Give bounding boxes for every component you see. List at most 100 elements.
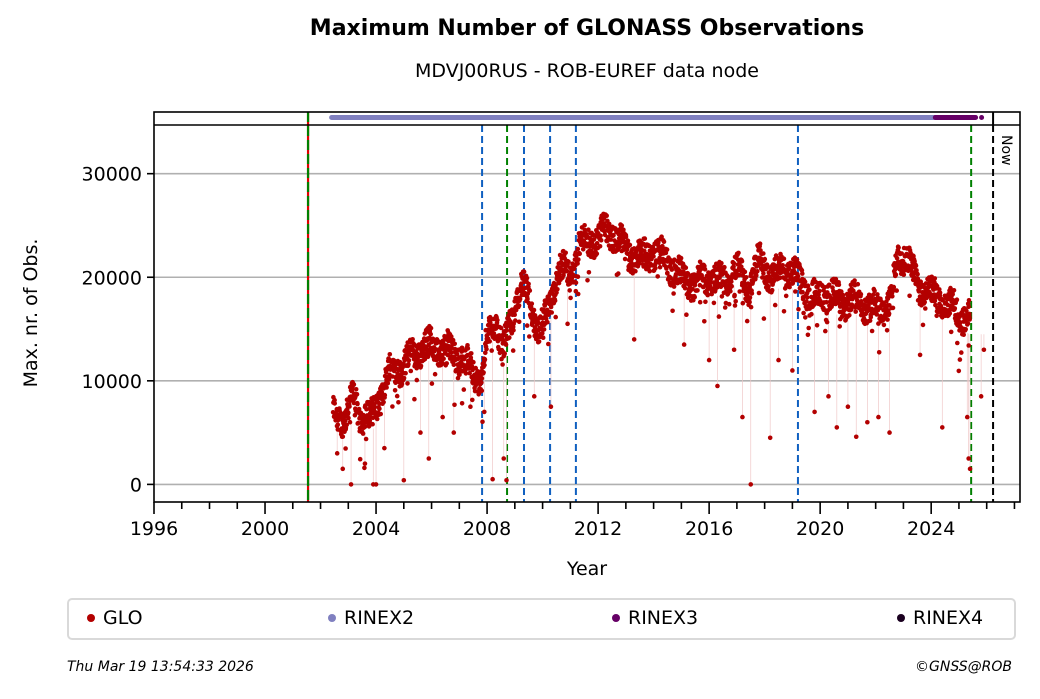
data-point (468, 404, 473, 410)
data-point (465, 346, 471, 351)
data-point (872, 288, 877, 294)
data-point (823, 328, 828, 334)
data-point (553, 283, 558, 288)
data-point (824, 319, 830, 325)
data-point (783, 293, 789, 299)
data-point (762, 256, 768, 262)
data-point (699, 273, 704, 278)
data-point (347, 404, 352, 409)
data-point (502, 351, 508, 356)
data-point (947, 311, 953, 316)
data-point (566, 259, 571, 265)
copyright: ©GNSS@ROB (915, 659, 1012, 675)
data-point (673, 272, 679, 277)
data-point (747, 295, 753, 300)
data-point (617, 244, 623, 250)
data-point (805, 332, 811, 338)
now-label: Now (998, 135, 1014, 166)
data-point (334, 451, 340, 456)
data-point (678, 255, 684, 261)
data-point (766, 284, 771, 289)
legend-item-rinex4: RINEX4 (897, 607, 983, 629)
data-point (428, 331, 434, 337)
data-point (401, 477, 407, 483)
data-point (657, 264, 663, 270)
data-point (954, 297, 960, 303)
data-point (406, 362, 411, 367)
data-point (702, 319, 707, 324)
data-point (812, 409, 817, 415)
data-point (703, 299, 708, 305)
data-point (575, 274, 581, 280)
data-point (805, 295, 810, 300)
data-point (495, 317, 500, 323)
data-point (851, 288, 856, 294)
data-point (742, 269, 748, 275)
data-point (793, 289, 798, 294)
data-point (428, 325, 434, 331)
data-point (729, 283, 734, 289)
format-point (979, 115, 985, 120)
data-point (517, 296, 523, 302)
data-point (719, 260, 724, 266)
data-point (573, 280, 579, 286)
data-point (653, 265, 658, 271)
data-point (510, 348, 516, 353)
data-point (737, 289, 742, 294)
data-point (937, 290, 943, 296)
chart-subtitle: MDVJ00RUS - ROB-EUREF data node (415, 60, 759, 82)
data-point (959, 350, 964, 355)
legend-item-rinex3: RINEX3 (612, 607, 698, 629)
data-point (800, 289, 805, 295)
data-point (913, 263, 919, 269)
data-point (516, 303, 522, 308)
data-point (966, 343, 971, 348)
data-point (483, 350, 488, 356)
data-point (611, 232, 616, 238)
data-point (394, 393, 400, 399)
data-point (891, 284, 897, 290)
data-point (482, 357, 488, 362)
data-point (748, 482, 754, 487)
data-point (697, 299, 703, 305)
data-point (511, 328, 516, 333)
data-point (728, 289, 733, 294)
data-point (532, 313, 538, 318)
data-point (531, 307, 537, 313)
data-point (598, 233, 603, 239)
data-point (480, 419, 485, 425)
data-point (923, 306, 928, 311)
data-point (655, 274, 660, 279)
data-point (344, 422, 350, 428)
x-tick-label: 2012 (574, 518, 622, 540)
data-point (353, 387, 359, 392)
data-point (524, 275, 530, 281)
data-point (978, 394, 984, 399)
data-point (451, 430, 457, 435)
data-point (757, 241, 763, 246)
data-point (740, 414, 745, 420)
data-point (780, 263, 785, 268)
data-point (804, 299, 809, 304)
x-tick-label: 2020 (796, 518, 844, 540)
legend-label: RINEX2 (344, 607, 415, 629)
data-point (355, 401, 360, 407)
y-axis-label: Max. nr. of Obs. (20, 239, 42, 388)
data-point (748, 304, 754, 310)
data-point (482, 409, 487, 415)
data-point (967, 466, 973, 472)
data-point (830, 285, 835, 290)
data-point (535, 319, 541, 325)
data-point (939, 425, 945, 430)
data-point (740, 300, 746, 306)
data-point (736, 250, 741, 256)
data-point (392, 388, 398, 393)
data-point (781, 256, 787, 262)
legend: GLO RINEX2 RINEX3 RINEX4 (67, 598, 1016, 640)
data-point (796, 307, 801, 312)
data-point (661, 239, 667, 244)
data-point (553, 314, 558, 320)
data-point (642, 248, 647, 254)
data-point (490, 476, 495, 482)
data-point (866, 303, 871, 308)
